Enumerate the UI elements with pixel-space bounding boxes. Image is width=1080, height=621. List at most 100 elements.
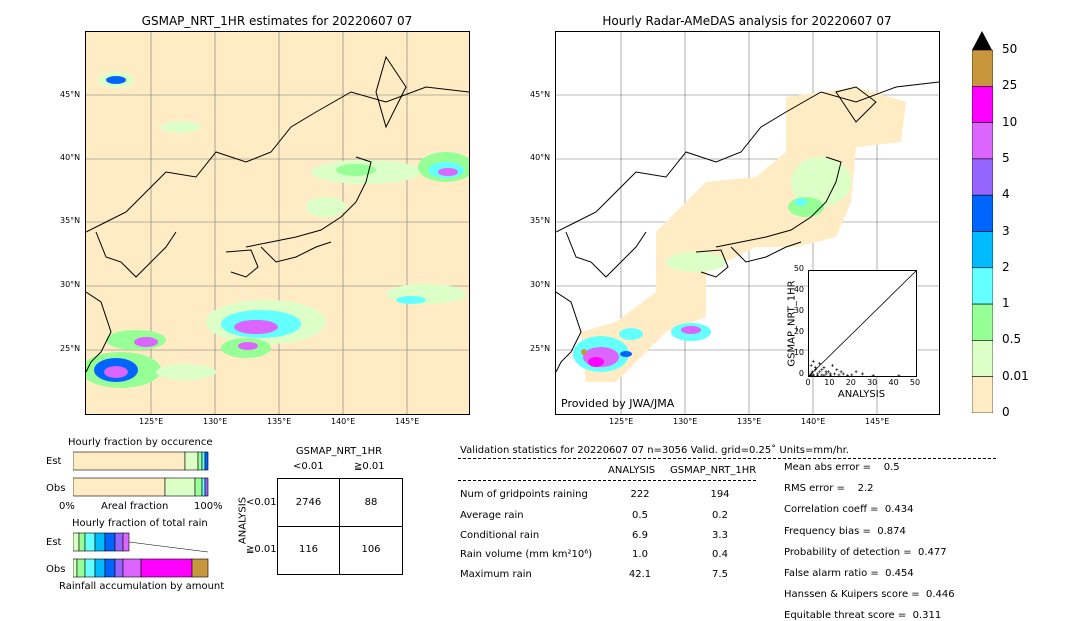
rain-est-label: Est (46, 537, 62, 548)
left-lat-25: 25°N (60, 344, 81, 353)
contingency-cell-00: 2746 (295, 497, 322, 508)
colorbar-label: 0.5 (1002, 332, 1022, 347)
stat-label: Rain volume (mm km²10⁶) (460, 549, 593, 560)
occurence-bars (73, 451, 209, 497)
right-map-credit: Provided by JWA/JMA (561, 397, 675, 410)
colorbar-label: 25 (1002, 78, 1018, 93)
scatter-point (837, 373, 841, 377)
scatter-point (831, 364, 835, 367)
right-lat-45: 45°N (530, 90, 551, 99)
right-rain-areas (573, 87, 906, 382)
scatter-point (813, 366, 817, 370)
left-map (85, 31, 470, 415)
colorbar-segment (971, 376, 994, 414)
left-coastlines (86, 55, 469, 373)
stat-label: Maximum rain (460, 569, 532, 580)
colorbar-label: 0.01 (1002, 368, 1029, 383)
stat-analysis: 0.5 (632, 510, 648, 521)
scatter-point (810, 370, 814, 374)
contingency-col-ge: ≧0.01 (354, 461, 385, 472)
contingency-row-lt: <0.01 (246, 497, 277, 508)
left-lon-140: 140°E (331, 417, 356, 426)
scatter-panel (808, 270, 917, 378)
scatter-point (841, 372, 845, 376)
right-lon-135: 135°E (737, 417, 762, 426)
col-analysis: ANALYSIS (608, 465, 656, 476)
scatter-point (822, 366, 826, 370)
scatter-point (835, 368, 839, 372)
stat-gsmap: 7.5 (712, 569, 728, 580)
scatter-point (818, 370, 822, 374)
total-rain-title: Hourly fraction of total rain (72, 518, 208, 529)
left-lat-30: 30°N (60, 280, 81, 289)
left-lon-130: 130°E (203, 417, 228, 426)
contingency-cell-11: 106 (361, 544, 381, 555)
colorbar-segment (971, 303, 994, 341)
score-line: Hanssen & Kuipers score = 0.446 (784, 589, 955, 601)
stat-analysis: 222 (630, 489, 650, 500)
scatter-xtick: 30 (867, 378, 878, 387)
col-gsmap: GSMAP_NRT_1HR (670, 465, 757, 476)
contingency-table: 2746 88 116 106 (277, 478, 403, 575)
colorbar-arrow (972, 31, 992, 50)
total-rain-bars (73, 532, 209, 578)
colorbar (971, 49, 994, 414)
right-coastlines (556, 81, 939, 373)
scatter-point (809, 364, 813, 367)
colorbar-segment (971, 194, 994, 232)
right-lat-30: 30°N (530, 280, 551, 289)
right-map (555, 31, 940, 415)
scatter-point (861, 372, 864, 376)
occ-obs-label: Obs (46, 483, 66, 494)
right-lon-140: 140°E (801, 417, 826, 426)
colorbar-label: 0 (1002, 405, 1010, 419)
scatter-point (818, 361, 822, 365)
occ-tick-100: 100% (194, 501, 223, 512)
stat-label: Conditional rain (460, 530, 540, 541)
stat-gsmap: 0.4 (712, 549, 728, 560)
left-lat-40: 40°N (60, 153, 81, 162)
scatter-ytick: 0 (798, 369, 804, 378)
scatter-point (839, 370, 843, 374)
scatter-diagonal (808, 270, 917, 377)
scatter-ytick: 40 (793, 285, 804, 294)
scatter-point (833, 372, 837, 376)
stat-analysis: 6.9 (632, 530, 648, 541)
score-line: Mean abs error = 0.5 (784, 462, 900, 473)
left-lon-145: 145°E (395, 417, 420, 426)
scatter-point (816, 374, 820, 378)
colorbar-label: 1 (1002, 296, 1010, 311)
left-rain-areas (86, 72, 469, 388)
colorbar-label: 50 (1002, 42, 1018, 56)
scatter-point (854, 370, 858, 374)
rain-obs-label: Obs (46, 564, 66, 575)
scatter-xtick: 40 (888, 378, 899, 387)
colorbar-label: 5 (1002, 150, 1010, 165)
scatter-point (828, 372, 832, 376)
colorbar-label: 3 (1002, 223, 1010, 238)
scatter-point (820, 368, 824, 372)
score-line: Probability of detection = 0.477 (784, 546, 947, 558)
left-lat-45: 45°N (60, 90, 81, 99)
left-lon-125: 125°E (139, 417, 164, 426)
scatter-xtick: 50 (909, 378, 921, 387)
stat-analysis: 42.1 (628, 569, 652, 580)
occurence-title: Hourly fraction by occurence (68, 437, 213, 448)
scatter-ytick: 20 (793, 327, 804, 336)
colorbar-label: 2 (1002, 259, 1010, 274)
validation-rule (458, 480, 756, 481)
score-line: RMS error = 2.2 (784, 483, 874, 495)
scatter-ytick: 30 (793, 306, 804, 315)
scatter-point (871, 374, 875, 378)
score-line: False alarm ratio = 0.454 (784, 568, 914, 579)
stat-label: Average rain (460, 510, 524, 521)
occ-tick-0: 0% (59, 501, 75, 512)
scatter-point (824, 370, 828, 374)
scatter-xtick: 0 (805, 378, 811, 387)
contingency-title: GSMAP_NRT_1HR (295, 446, 383, 457)
stat-gsmap: 0.2 (712, 510, 728, 521)
left-lat-35: 35°N (60, 216, 81, 225)
contingency-cell-10: 116 (298, 544, 319, 555)
occ-est-label: Est (46, 456, 62, 467)
stat-gsmap: 3.3 (712, 530, 728, 541)
